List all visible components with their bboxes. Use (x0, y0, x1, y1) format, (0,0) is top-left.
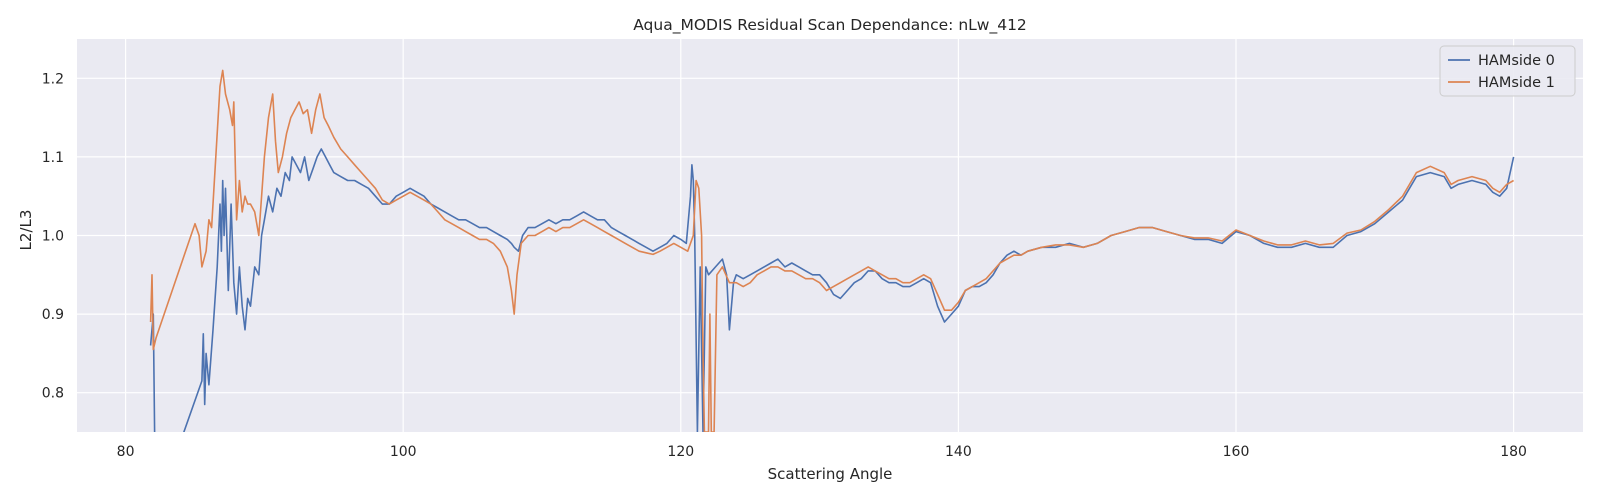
y-tick-label: 0.9 (42, 307, 64, 323)
y-tick-label: 0.8 (42, 386, 64, 402)
x-tick-label: 160 (1223, 444, 1250, 460)
legend-label: HAMside 0 (1478, 53, 1555, 69)
legend-label: HAMside 1 (1478, 75, 1555, 91)
y-axis-ticks: 0.8 0.9 1.0 1.1 1.2 (42, 71, 64, 401)
x-axis-ticks: 80 100 120 140 160 180 (117, 444, 1527, 460)
legend: HAMside 0 HAMside 1 (1439, 45, 1576, 97)
x-tick-label: 120 (667, 444, 694, 460)
x-tick-label: 80 (117, 444, 135, 460)
series-lines (149, 69, 1515, 432)
y-tick-label: 1.1 (42, 150, 64, 166)
x-tick-label: 100 (390, 444, 417, 460)
y-tick-label: 1.0 (42, 229, 64, 245)
x-tick-label: 140 (945, 444, 972, 460)
series-line-hamside-1 (149, 69, 1514, 432)
chart-title: Aqua_MODIS Residual Scan Dependance: nLw… (633, 16, 1027, 35)
legend-box (1439, 45, 1576, 97)
x-axis-title: Scattering Angle (768, 465, 893, 483)
grid-lines (77, 39, 1583, 432)
y-axis-title: L2/L3 (17, 210, 35, 251)
y-tick-label: 1.2 (42, 71, 64, 87)
x-tick-label: 180 (1500, 444, 1527, 460)
